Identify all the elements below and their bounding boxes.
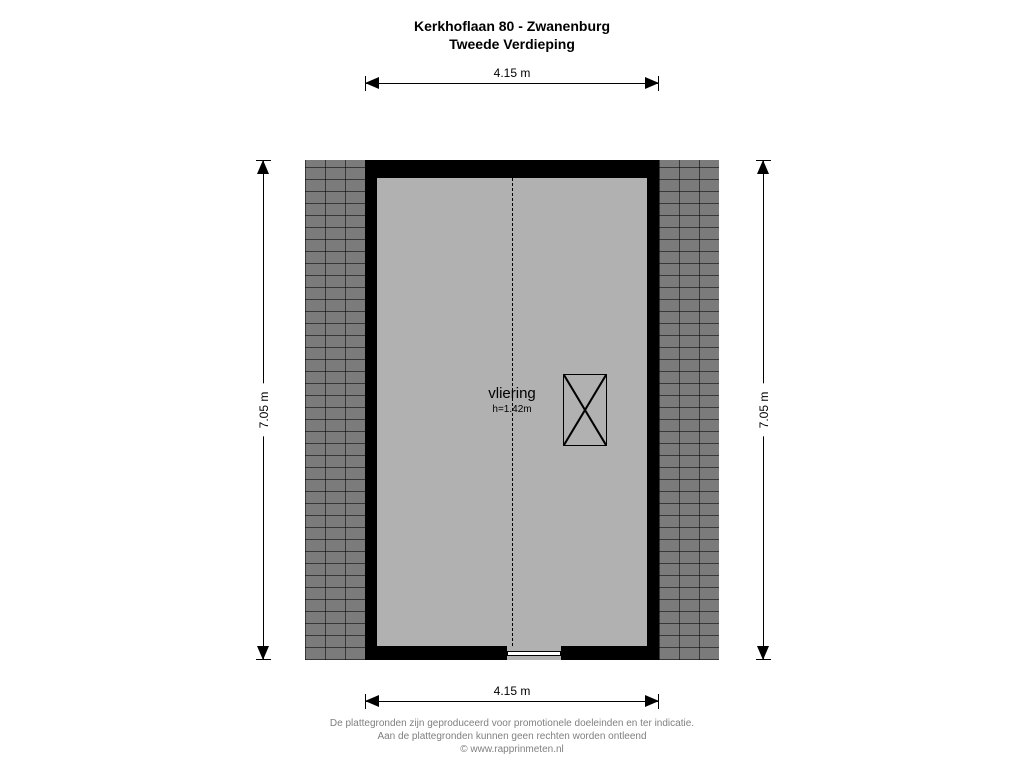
arrow-right-icon (645, 77, 659, 89)
dimension-label: 4.15 m (486, 66, 539, 80)
roof-hatch-right (659, 160, 719, 660)
room-height-label: h=1.42m (488, 404, 536, 415)
arrow-up-icon (757, 160, 769, 174)
footer-disclaimer: De plattegronden zijn geproduceerd voor … (0, 717, 1024, 756)
arrow-down-icon (257, 646, 269, 660)
dimension-label: 7.05 m (757, 384, 771, 437)
footer-line-1: De plattegronden zijn geproduceerd voor … (0, 717, 1024, 730)
arrow-left-icon (365, 695, 379, 707)
dimension-width-top: 4.15 m (365, 72, 659, 96)
title-line-2: Tweede Verdieping (0, 36, 1024, 54)
floor-plan: vliering h=1.42m (305, 160, 719, 660)
dimension-height-right: 7.05 m (752, 160, 776, 660)
dimension-width-bottom: 4.15 m (365, 690, 659, 714)
skylight-icon (563, 374, 607, 446)
roof-hatch-left (305, 160, 365, 660)
arrow-left-icon (365, 77, 379, 89)
dimension-bar (365, 701, 659, 702)
dimension-label: 7.05 m (257, 384, 271, 437)
title-line-1: Kerkhoflaan 80 - Zwanenburg (0, 18, 1024, 36)
arrow-down-icon (757, 646, 769, 660)
dimension-bar (365, 83, 659, 84)
footer-line-2: Aan de plattegronden kunnen geen rechten… (0, 730, 1024, 743)
room-label: vliering h=1.42m (488, 385, 536, 415)
arrow-up-icon (257, 160, 269, 174)
dimension-height-left: 7.05 m (252, 160, 276, 660)
room-floor: vliering h=1.42m (377, 178, 647, 646)
title-block: Kerkhoflaan 80 - Zwanenburg Tweede Verdi… (0, 18, 1024, 53)
arrow-right-icon (645, 695, 659, 707)
footer-line-3: © www.rapprinmeten.nl (0, 743, 1024, 756)
room-name: vliering (488, 385, 536, 402)
door-leaf (507, 651, 561, 656)
dimension-label: 4.15 m (486, 684, 539, 698)
